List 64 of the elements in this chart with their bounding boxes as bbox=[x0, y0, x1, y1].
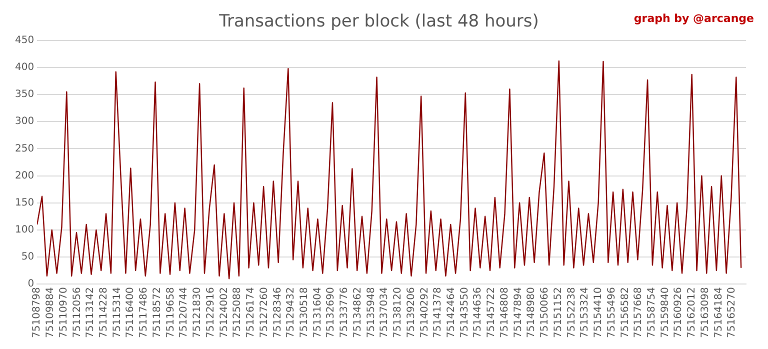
y-tick-label: 250 bbox=[14, 143, 34, 154]
x-tick-label: 75112056 bbox=[72, 287, 83, 338]
x-tick-label: 75160926 bbox=[673, 287, 684, 338]
x-tick-label: 75113142 bbox=[85, 287, 96, 338]
x-tick-label: 75142464 bbox=[446, 287, 458, 338]
x-tick-label: 75155496 bbox=[606, 287, 618, 338]
x-tick-label: 75128346 bbox=[272, 287, 284, 338]
x-tick-label: 75121830 bbox=[192, 287, 204, 338]
x-tick-label: 75141378 bbox=[432, 287, 444, 338]
x-tick-label: 75159840 bbox=[660, 287, 671, 338]
x-tick-label: 75127260 bbox=[258, 287, 270, 338]
x-tick-label: 75133776 bbox=[339, 287, 350, 338]
x-tick-label: 75151152 bbox=[552, 287, 564, 338]
x-tick-label: 75126174 bbox=[246, 287, 257, 338]
x-tick-label: 75138120 bbox=[392, 287, 404, 338]
y-tick-label: 450 bbox=[14, 34, 34, 46]
x-tick-label: 75119658 bbox=[165, 287, 176, 338]
y-tick-label: 200 bbox=[14, 170, 34, 182]
x-tick-label: 75147894 bbox=[512, 287, 524, 338]
x-tick-label: 75158754 bbox=[646, 287, 658, 338]
x-tick-label: 75129432 bbox=[286, 287, 297, 338]
x-tick-label: 75150066 bbox=[540, 287, 551, 338]
chart-title: Transactions per block (last 48 hours) bbox=[218, 12, 539, 32]
y-tick-label: 100 bbox=[14, 224, 34, 236]
x-tick-label: 75118572 bbox=[152, 287, 163, 338]
x-tick-label: 75157668 bbox=[633, 287, 644, 338]
x-tick-label: 75165270 bbox=[726, 287, 738, 338]
x-tick-label: 75130518 bbox=[298, 287, 310, 338]
x-tick-label: 75145722 bbox=[486, 287, 498, 338]
x-tick-label: 75162012 bbox=[686, 287, 698, 338]
x-tick-label: 75154410 bbox=[593, 287, 604, 338]
x-tick-label: 75114228 bbox=[98, 287, 110, 338]
x-tick-label: 75148980 bbox=[526, 287, 538, 338]
x-tick-label: 75144636 bbox=[472, 287, 484, 338]
x-tick-label: 75120744 bbox=[178, 287, 190, 338]
x-tick-label: 75132690 bbox=[326, 287, 337, 338]
x-tick-label: 75163098 bbox=[700, 287, 711, 338]
y-tick-label: 50 bbox=[21, 252, 34, 263]
x-tick-label: 75146808 bbox=[499, 287, 510, 338]
y-tick-label: 150 bbox=[14, 197, 34, 208]
y-tick-label: 350 bbox=[14, 89, 34, 100]
x-tick-label: 75137034 bbox=[379, 287, 390, 338]
y-tick-label: 400 bbox=[14, 62, 34, 74]
x-tick-label: 75156582 bbox=[620, 287, 631, 338]
x-tick-label: 75143550 bbox=[459, 287, 470, 338]
x-tick-label: 75122916 bbox=[205, 287, 216, 338]
x-tick-label: 75164184 bbox=[713, 287, 724, 338]
x-tick-label: 75124002 bbox=[218, 287, 230, 338]
x-tick-label: 75115314 bbox=[112, 287, 123, 338]
y-tick-label: 300 bbox=[14, 116, 34, 128]
x-tick-label: 75134862 bbox=[352, 287, 364, 338]
x-tick-label: 75116400 bbox=[125, 287, 136, 338]
x-tick-label: 75135948 bbox=[366, 287, 377, 338]
x-tick-label: 75117486 bbox=[138, 287, 150, 338]
x-tick-label: 75152238 bbox=[566, 287, 578, 338]
x-tick-label: 75131604 bbox=[312, 287, 324, 338]
x-tick-label: 75125088 bbox=[232, 287, 244, 338]
x-tick-label: 75110970 bbox=[58, 287, 70, 338]
x-tick-label: 75140292 bbox=[419, 287, 430, 338]
text: graph by @arcange bbox=[634, 12, 754, 25]
x-tick-label: 75139206 bbox=[406, 287, 417, 338]
x-tick-label: 75109884 bbox=[45, 287, 56, 338]
x-tick-label: 75108798 bbox=[32, 287, 43, 338]
x-tick-label: 75153324 bbox=[580, 287, 591, 338]
